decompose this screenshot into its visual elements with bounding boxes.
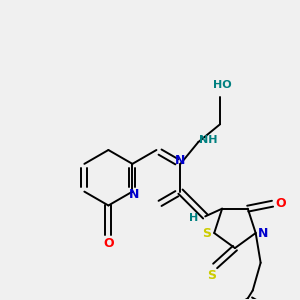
Text: H: H — [189, 213, 198, 224]
Text: O: O — [275, 197, 286, 210]
Text: N: N — [129, 188, 140, 201]
Text: S: S — [207, 269, 216, 282]
Text: NH: NH — [199, 135, 218, 145]
Text: S: S — [202, 226, 211, 239]
Text: O: O — [103, 237, 114, 250]
Text: N: N — [257, 226, 268, 239]
Text: HO: HO — [213, 80, 231, 90]
Text: N: N — [175, 154, 186, 167]
